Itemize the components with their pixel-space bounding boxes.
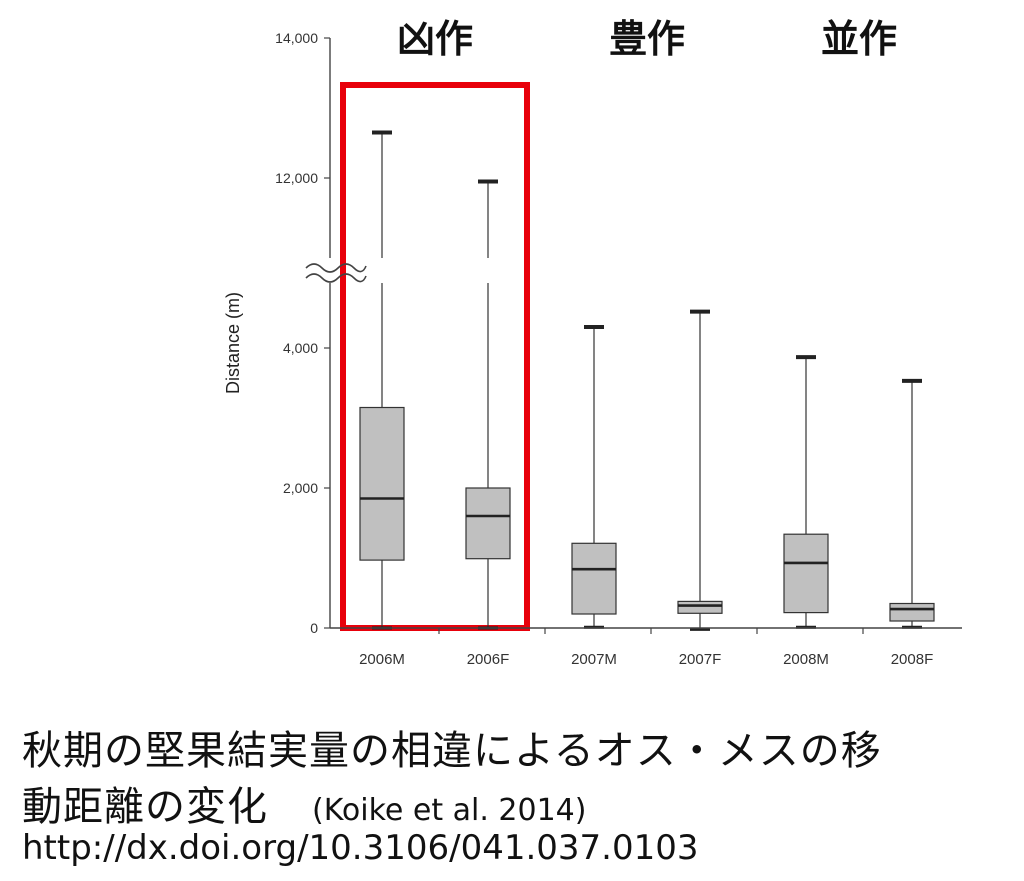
y-tick-label: 14,000 [275,30,318,46]
box-2006F [465,179,511,630]
x-tick-label: 2008M [783,651,829,668]
box-iqr [571,542,617,615]
y-tick-label: 2,000 [283,480,318,496]
boxplot-chart: 0 2,000 4,000 12,000 14,000 Distance (m) 2006M… [223,17,962,668]
box-iqr [783,533,829,614]
y-tick-label: 12,000 [275,170,318,186]
caption-line-2-text: 動距離の変化 [22,784,268,830]
y-tick-label: 4,000 [283,340,318,356]
group-label: 凶作 [397,17,473,61]
axis-break-mark [305,263,367,273]
axis-break-mark [305,273,367,283]
box-2006M [359,130,405,630]
box-iqr [465,487,511,560]
caption-line-1: 秋期の堅果結実量の相違によるオス・メスの移 [22,728,882,774]
doi-link[interactable]: http://dx.doi.org/10.3106/041.037.0103 [22,828,699,868]
box-2008F [889,378,935,629]
box-iqr [677,600,723,614]
box-2007M [571,325,617,629]
box-iqr [889,602,935,622]
x-tick-label: 2006M [359,651,405,668]
box-2008M [783,355,829,629]
y-axis-label: Distance (m) [223,292,243,394]
x-tick-label: 2008F [891,651,934,668]
citation: (Koike et al. 2014) [312,793,587,828]
box-2007F [677,309,723,631]
x-tick-label: 2007M [571,651,617,668]
box-iqr [359,406,405,561]
group-label: 豊作 [609,17,685,61]
caption-line-2: 動距離の変化 (Koike et al. 2014) [22,774,586,832]
x-tick-label: 2007F [679,651,722,668]
y-tick-label: 0 [310,620,318,636]
x-tick-label: 2006F [467,651,510,668]
group-label: 並作 [821,17,897,61]
